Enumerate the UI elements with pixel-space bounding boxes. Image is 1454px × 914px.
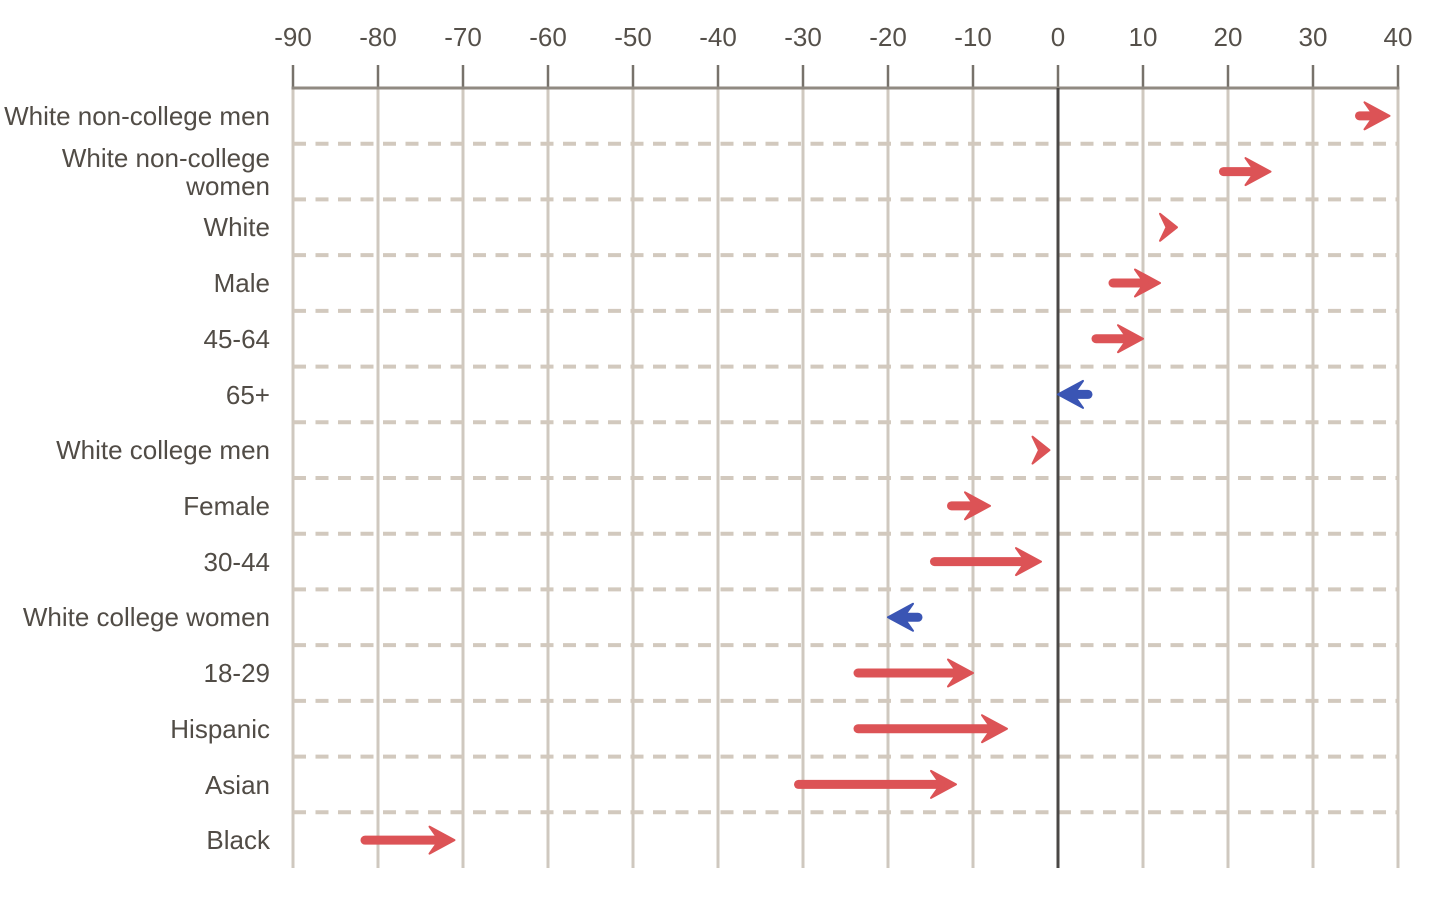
shift-arrow — [360, 825, 456, 855]
shift-arrow — [1091, 324, 1144, 354]
shift-arrow — [1355, 101, 1391, 131]
category-label: White — [203, 212, 270, 243]
shift-arrow — [1057, 379, 1093, 409]
arrow-head — [1159, 212, 1178, 242]
x-tick-label: -70 — [444, 22, 482, 52]
shift-arrow — [853, 714, 1008, 744]
x-tick-label: -30 — [784, 22, 822, 52]
category-label: Hispanic — [170, 713, 270, 744]
x-tick-label: 10 — [1129, 22, 1158, 52]
category-label: 18-29 — [203, 658, 271, 689]
x-tick-label: -90 — [274, 22, 312, 52]
category-label: White college men — [56, 435, 270, 466]
x-tick-label: -10 — [954, 22, 992, 52]
category-label: Male — [213, 268, 270, 299]
category-label: White non-college women — [61, 142, 270, 201]
x-tick-label: 20 — [1214, 22, 1243, 52]
shift-arrow — [853, 658, 974, 688]
x-tick-label: -60 — [529, 22, 567, 52]
category-label: Female — [183, 490, 270, 521]
shift-arrow — [794, 769, 957, 799]
shift-arrow — [947, 491, 991, 521]
category-label: Black — [206, 825, 270, 856]
category-label: Asian — [204, 769, 270, 800]
category-label: 30-44 — [203, 546, 271, 577]
shift-arrow — [930, 547, 1042, 577]
arrow-head — [1031, 435, 1051, 465]
x-tick-label: 40 — [1384, 22, 1413, 52]
x-tick-label: -20 — [869, 22, 907, 52]
shift-arrow — [1031, 435, 1051, 465]
category-label: 45-64 — [203, 323, 271, 354]
shift-arrow — [1159, 212, 1178, 242]
x-tick-label: -80 — [359, 22, 397, 52]
x-tick-label: -50 — [614, 22, 652, 52]
x-tick-label: -40 — [699, 22, 737, 52]
x-tick-label: 0 — [1051, 22, 1065, 52]
category-label: White non-college men — [4, 100, 270, 131]
shift-arrow — [887, 602, 923, 632]
shift-arrow — [1108, 268, 1161, 298]
category-label: 65+ — [225, 379, 270, 410]
shift-arrow — [1219, 157, 1272, 187]
x-tick-label: 30 — [1299, 22, 1328, 52]
category-label: White college women — [22, 602, 270, 633]
